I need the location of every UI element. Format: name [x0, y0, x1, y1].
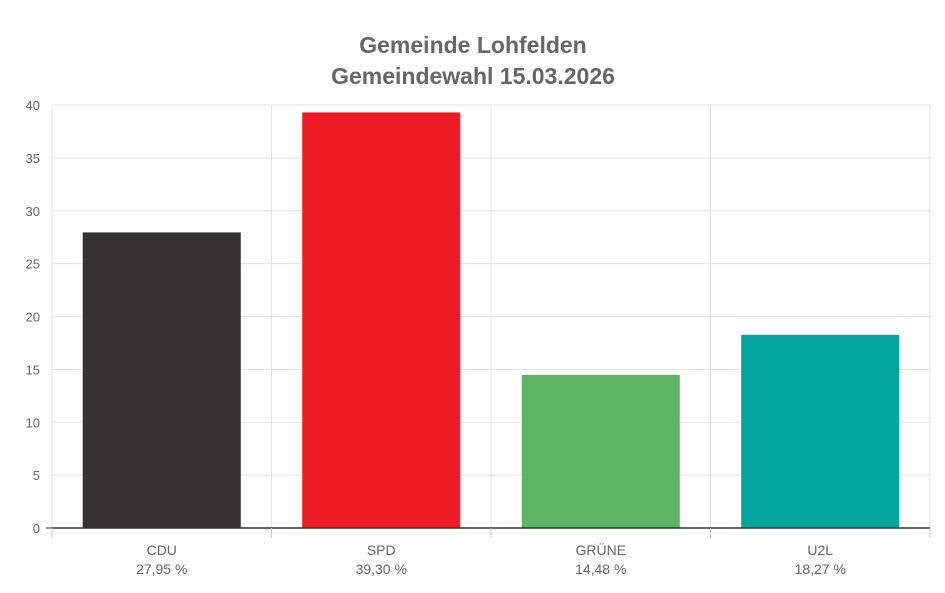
- x-value-label: 14,48 %: [575, 561, 626, 577]
- y-tick-label: 30: [26, 204, 40, 219]
- y-tick-label: 10: [26, 415, 40, 430]
- bar-cdu: [82, 232, 241, 528]
- bar-spd: [302, 112, 461, 528]
- y-tick-label: 20: [26, 310, 40, 325]
- y-tick-label: 0: [33, 521, 40, 536]
- x-category-label: U2L: [807, 542, 833, 558]
- y-tick-label: 40: [26, 98, 40, 113]
- axes: [46, 527, 931, 538]
- x-value-label: 39,30 %: [356, 561, 407, 577]
- x-category-label: CDU: [147, 542, 177, 558]
- y-tick-label: 35: [26, 151, 40, 166]
- bars: [82, 112, 900, 528]
- chart-subtitle: Gemeindewahl 15.03.2026: [331, 63, 615, 89]
- y-tick-label: 15: [26, 362, 40, 377]
- tick-labels: 0 5 10 15 20 25 30 35 40 CDU 27,95 % SPD 39,30 % GRÜN…: [26, 98, 846, 577]
- x-value-label: 27,95 %: [136, 561, 187, 577]
- y-tick-label: 25: [26, 257, 40, 272]
- y-tick-label: 5: [33, 468, 40, 483]
- bar-gr-ne: [521, 374, 680, 528]
- x-category-label: SPD: [367, 542, 396, 558]
- bar-u2l: [741, 334, 900, 528]
- chart-title: Gemeinde Lohfelden: [359, 32, 586, 58]
- x-value-label: 18,27 %: [795, 561, 846, 577]
- x-category-label: GRÜNE: [575, 541, 626, 558]
